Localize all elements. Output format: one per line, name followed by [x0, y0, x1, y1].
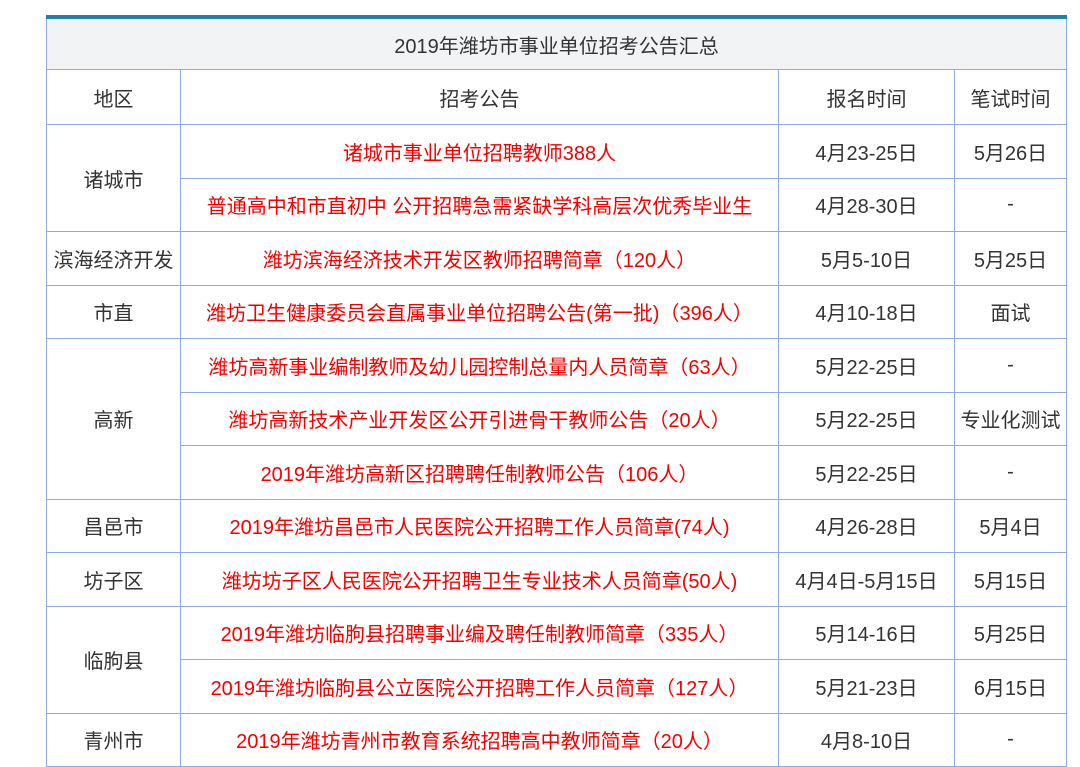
- exam-time: 5月25日: [954, 231, 1067, 286]
- region-label: 昌邑市: [83, 517, 144, 540]
- table-row: 2019年潍坊高新区招聘聘任制教师公告（106人） 5月22-25日 -: [47, 445, 1067, 500]
- recruitment-summary-table: 2019年潍坊市事业单位招考公告汇总 地区 招考公告 报名时间 笔试时间 诸城市…: [46, 15, 1067, 767]
- announcement-link[interactable]: 2019年潍坊临朐县公立医院公开招聘工作人员简章（127人）: [210, 677, 749, 700]
- region-label: 滨海经济开发: [53, 249, 174, 272]
- exam-time: -: [954, 712, 1067, 767]
- region-label: 坊子区: [83, 570, 144, 593]
- announcement-link[interactable]: 2019年潍坊临朐县招聘事业编及聘任制教师简章（335人）: [220, 624, 739, 647]
- announcement-link[interactable]: 潍坊卫生健康委员会直属事业单位招聘公告(第一批)（396人）: [206, 303, 753, 326]
- region-label: 市直: [93, 303, 134, 326]
- signup-time: 4月8-10日: [778, 712, 955, 767]
- exam-time: 面试: [954, 284, 1067, 339]
- announcement-link[interactable]: 2019年潍坊昌邑市人民医院公开招聘工作人员简章(74人): [229, 517, 730, 540]
- table-row: 昌邑市 2019年潍坊昌邑市人民医院公开招聘工作人员简章(74人) 4月26-2…: [46, 498, 1067, 553]
- announcement-link[interactable]: 2019年潍坊青州市教育系统招聘高中教师简章（20人）: [236, 731, 723, 754]
- exam-time: 5月15日: [954, 552, 1067, 607]
- table-row: 潍坊高新技术产业开发区公开引进骨干教师公告（20人） 5月22-25日 专业化测…: [47, 391, 1067, 446]
- table-row: 市直 潍坊卫生健康委员会直属事业单位招聘公告(第一批)（396人） 4月10-1…: [46, 284, 1067, 339]
- signup-time: 5月22-25日: [778, 445, 955, 500]
- table-row: 滨海经济开发 潍坊滨海经济技术开发区教师招聘简章（120人） 5月5-10日 5…: [46, 231, 1067, 286]
- column-header-exam-time: 笔试时间: [954, 69, 1067, 125]
- column-header-announcement: 招考公告: [180, 69, 779, 125]
- table-row: 普通高中和市直初中 公开招聘急需紧缺学科高层次优秀毕业生 4月28-30日 -: [47, 177, 1067, 232]
- exam-time: 5月25日: [954, 605, 1067, 660]
- signup-time: 5月14-16日: [778, 605, 955, 660]
- signup-time: 5月22-25日: [778, 391, 955, 446]
- region-label: 临朐县: [83, 651, 144, 673]
- announcement-link[interactable]: 潍坊坊子区人民医院公开招聘卫生专业技术人员简章(50人): [221, 570, 738, 593]
- signup-time: 4月10-18日: [778, 284, 955, 339]
- announcement-link[interactable]: 2019年潍坊高新区招聘聘任制教师公告（106人）: [260, 463, 699, 486]
- table-row: 诸城市 诸城市事业单位招聘教师388人 4月23-25日 5月26日: [46, 124, 1067, 232]
- signup-time: 4月26-28日: [778, 498, 955, 553]
- exam-time: 5月4日: [954, 498, 1067, 553]
- table-title: 2019年潍坊市事业单位招考公告汇总: [46, 16, 1067, 70]
- table-row: 坊子区 潍坊坊子区人民医院公开招聘卫生专业技术人员简章(50人) 4月4日-5月…: [46, 552, 1067, 607]
- signup-time: 5月22-25日: [778, 338, 955, 393]
- signup-time: 5月5-10日: [778, 231, 955, 286]
- signup-time: 4月23-25日: [778, 124, 955, 179]
- signup-time: 4月4日-5月15日: [778, 552, 955, 607]
- table-row: 青州市 2019年潍坊青州市教育系统招聘高中教师简章（20人） 4月8-10日 …: [46, 712, 1067, 767]
- column-header-region: 地区: [46, 69, 181, 125]
- announcement-link[interactable]: 潍坊高新技术产业开发区公开引进骨干教师公告（20人）: [228, 410, 731, 433]
- exam-time: 专业化测试: [954, 391, 1067, 446]
- column-header-signup-time: 报名时间: [778, 69, 955, 125]
- signup-time: 4月28-30日: [778, 177, 955, 232]
- signup-time: 5月21-23日: [778, 659, 955, 714]
- exam-time: 6月15日: [954, 659, 1067, 714]
- announcement-link[interactable]: 潍坊高新事业编制教师及幼儿园控制总量内人员简章（63人）: [208, 356, 751, 379]
- region-label: 诸城市: [83, 169, 144, 192]
- table-row: 2019年潍坊临朐县公立医院公开招聘工作人员简章（127人） 5月21-23日 …: [47, 659, 1067, 714]
- exam-time: -: [954, 338, 1067, 393]
- table-row: 高新 潍坊高新事业编制教师及幼儿园控制总量内人员简章（63人） 5月22-25日…: [46, 338, 1067, 500]
- announcement-link[interactable]: 普通高中和市直初中 公开招聘急需紧缺学科高层次优秀毕业生: [206, 196, 753, 219]
- table-row: 临朐县 2019年潍坊临朐县招聘事业编及聘任制教师简章（335人） 5月14-1…: [46, 605, 1067, 714]
- announcement-link[interactable]: 潍坊滨海经济技术开发区教师招聘简章（120人）: [262, 249, 697, 272]
- exam-time: -: [954, 445, 1067, 500]
- region-label: 青州市: [83, 731, 144, 754]
- region-label: 高新: [93, 410, 134, 433]
- exam-time: -: [954, 177, 1067, 232]
- announcement-link[interactable]: 诸城市事业单位招聘教师388人: [342, 142, 617, 165]
- exam-time: 5月26日: [954, 124, 1067, 179]
